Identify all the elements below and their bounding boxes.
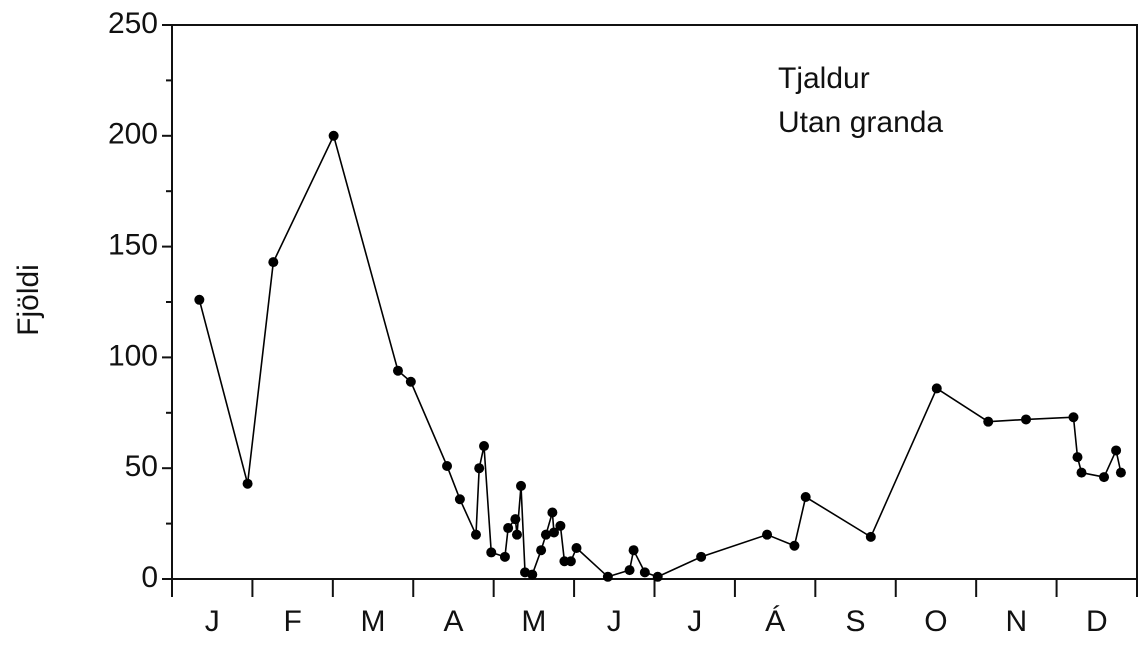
point [547, 507, 558, 518]
point [639, 567, 650, 578]
point [405, 376, 416, 387]
annotation: Utan granda [778, 106, 943, 139]
y-tick-label: 100 [108, 339, 158, 372]
point [442, 460, 453, 471]
point [800, 492, 811, 503]
point [486, 547, 497, 558]
point [499, 551, 510, 562]
x-tick-label: J [687, 605, 702, 638]
x-tick-label: M [521, 605, 546, 638]
point [565, 556, 576, 567]
point [454, 494, 465, 505]
point [1068, 412, 1079, 423]
x-tick-label: J [607, 605, 622, 638]
line [198, 133, 1122, 578]
point [328, 130, 339, 141]
x-tick-label: A [443, 605, 463, 638]
point [527, 569, 538, 580]
point [624, 565, 635, 576]
point [762, 529, 773, 540]
point [555, 520, 566, 531]
x-tick-label: F [283, 605, 301, 638]
y-axis-label: Fjöldi [12, 264, 45, 336]
annotation: Tjaldur [778, 62, 870, 95]
point [1021, 414, 1032, 425]
point [510, 514, 521, 525]
point [268, 257, 279, 268]
x-tick-label: Á [765, 605, 785, 638]
point [1072, 452, 1083, 463]
x-tick-label: O [924, 605, 947, 638]
point [1099, 472, 1110, 483]
point [931, 383, 942, 394]
point [540, 529, 551, 540]
x-tick-label: D [1086, 605, 1108, 638]
plot-frame [171, 24, 1138, 580]
point [865, 531, 876, 542]
y-tick-label: 200 [108, 118, 158, 151]
point [1111, 445, 1122, 456]
point [1115, 467, 1126, 478]
x-tick-label: S [846, 605, 866, 638]
point [474, 463, 485, 474]
point [983, 416, 994, 427]
point [628, 545, 639, 556]
x-tick-label: N [1006, 605, 1028, 638]
point [571, 542, 582, 553]
point [548, 527, 559, 538]
x-tick-label: J [205, 605, 220, 638]
y-tick-label: 250 [108, 7, 158, 40]
y-tick-label: 0 [141, 561, 158, 594]
point [652, 571, 663, 582]
point [242, 478, 253, 489]
point [511, 529, 522, 540]
point [194, 294, 205, 305]
point [696, 551, 707, 562]
y-tick-label: 150 [108, 229, 158, 262]
x-tick-label: M [361, 605, 386, 638]
point [479, 441, 490, 452]
point [470, 529, 481, 540]
point [536, 545, 547, 556]
point [1076, 467, 1087, 478]
point [602, 571, 613, 582]
y-tick-label: 50 [125, 450, 158, 483]
point [392, 365, 403, 376]
point [503, 523, 514, 534]
point [516, 480, 527, 491]
point [789, 540, 800, 551]
